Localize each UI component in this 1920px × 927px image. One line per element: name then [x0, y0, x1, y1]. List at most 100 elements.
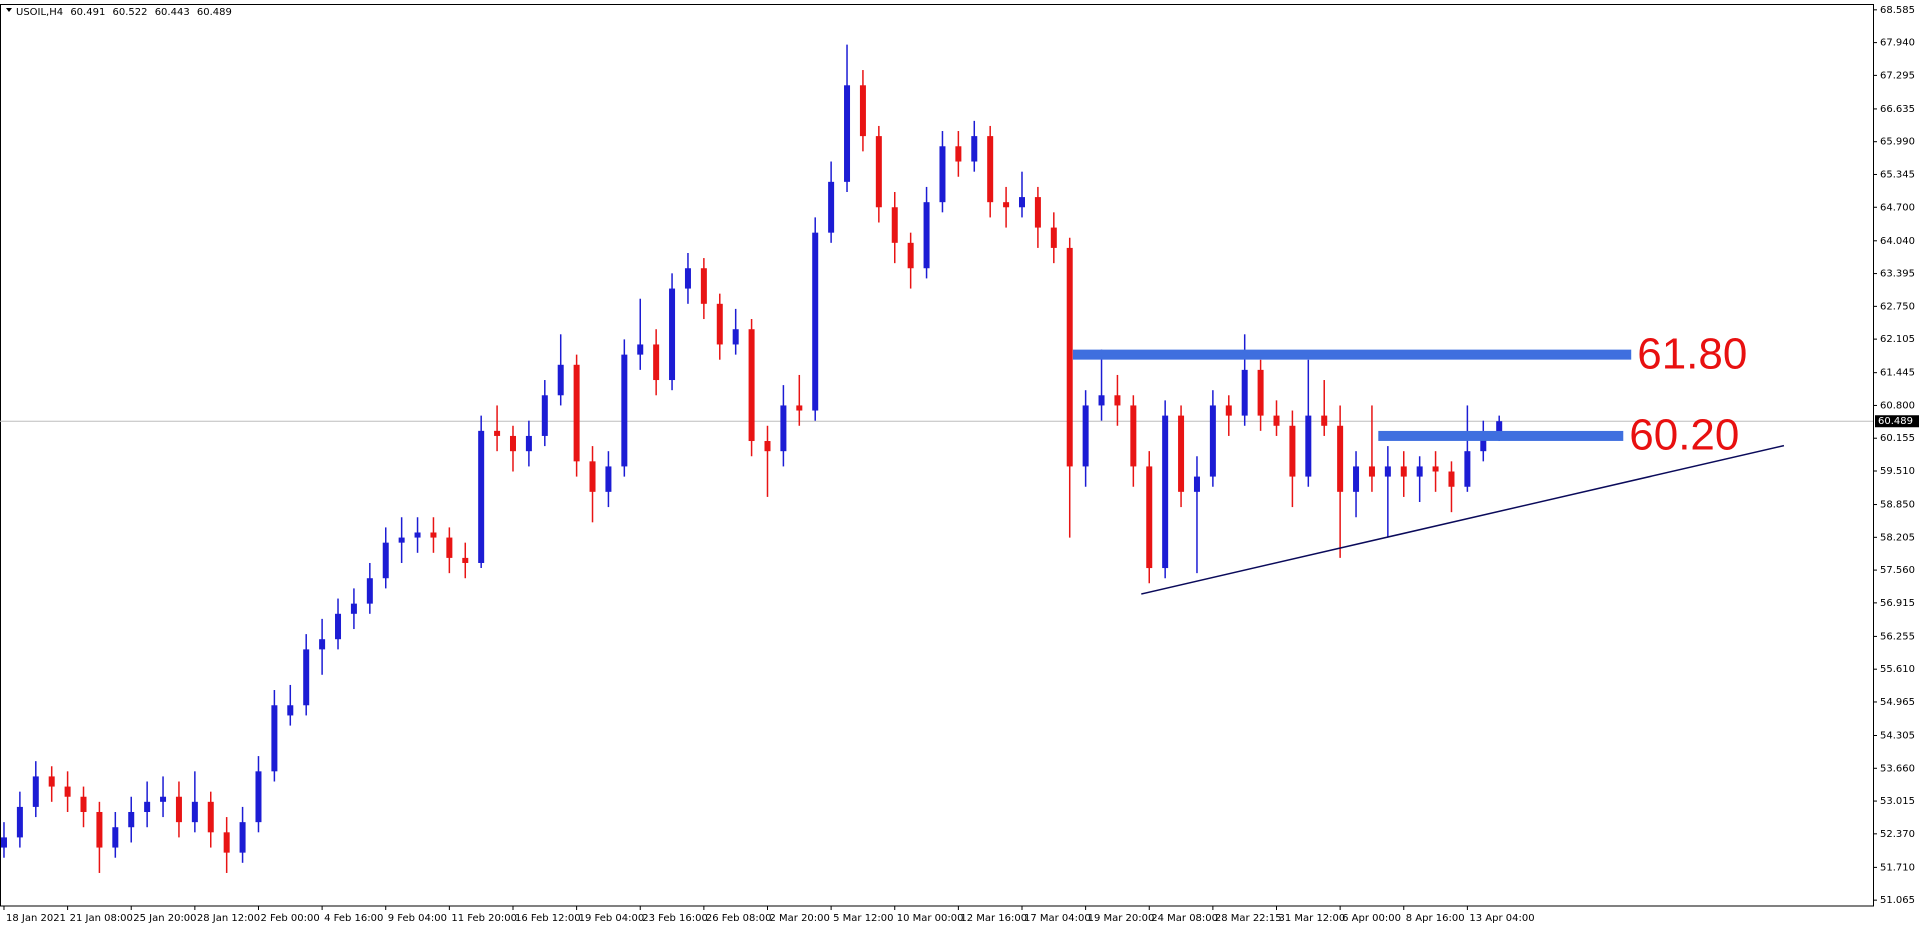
x-tick-label: 26 Feb 08:00	[706, 913, 772, 924]
candle-body	[96, 811, 103, 848]
candle-body	[780, 405, 787, 452]
candle-body	[541, 395, 548, 436]
candle-body	[1384, 466, 1391, 477]
y-tick-label: 67.940	[1880, 38, 1915, 49]
candle-body	[414, 532, 421, 538]
y-tick-label: 61.445	[1880, 368, 1915, 379]
x-tick-label: 28 Mar 22:15	[1215, 913, 1282, 924]
header-open: 60.491	[70, 7, 105, 18]
current-price-box	[1875, 415, 1919, 428]
x-tick-label: 10 Mar 00:00	[897, 913, 964, 924]
candle-body	[605, 466, 612, 492]
level-label: 61.80	[1637, 329, 1747, 378]
candle-body	[716, 303, 723, 345]
x-tick-label: 16 Feb 12:00	[515, 913, 581, 924]
x-tick-label: 18 Jan 2021	[6, 913, 66, 924]
header-low: 60.443	[155, 7, 190, 18]
candle-body	[1496, 421, 1503, 436]
y-tick-label: 60.155	[1880, 433, 1915, 444]
x-tick-label: 5 Mar 12:00	[833, 913, 893, 924]
current-price-label: 60.489	[1878, 416, 1913, 427]
candle-body	[1353, 466, 1360, 492]
y-tick-label: 56.255	[1880, 631, 1915, 642]
header: USOIL,H4 60.491 60.522 60.443 60.489	[16, 7, 232, 18]
y-tick-label: 51.065	[1880, 895, 1915, 906]
x-tick-label: 28 Jan 12:00	[197, 913, 260, 924]
x-tick-label: 9 Feb 04:00	[388, 913, 447, 924]
candle-body	[939, 146, 946, 203]
symbol: USOIL,H4	[16, 7, 63, 18]
y-tick-label: 67.295	[1880, 70, 1915, 81]
candle-body	[828, 181, 835, 233]
x-tick-label: 4 Feb 16:00	[324, 913, 383, 924]
x-tick-label: 12 Mar 16:00	[960, 913, 1027, 924]
y-tick-label: 68.585	[1880, 5, 1915, 16]
symbol-menu-icon	[6, 8, 12, 12]
candle-body	[1003, 202, 1010, 208]
y-tick-label: 64.700	[1880, 202, 1915, 213]
candle-body	[382, 542, 389, 579]
candle-body	[1066, 247, 1073, 467]
candle-body	[1289, 425, 1296, 477]
y-tick-label: 66.635	[1880, 104, 1915, 115]
candle-body	[1257, 369, 1264, 416]
candle-body	[1193, 476, 1200, 492]
candle-body	[239, 822, 246, 853]
candle-body	[0, 837, 7, 848]
candle-body	[1241, 369, 1248, 416]
candle-body	[1368, 466, 1375, 477]
candle-body	[1321, 415, 1328, 426]
header-high: 60.522	[113, 7, 148, 18]
candle-body	[875, 136, 882, 208]
candle-body	[48, 776, 55, 787]
candle-body	[255, 771, 262, 823]
candle-body	[891, 207, 898, 243]
candle-body	[971, 136, 978, 162]
x-tick-label: 25 Jan 20:00	[133, 913, 196, 924]
candle-body	[1273, 415, 1280, 426]
candle-body	[335, 613, 342, 640]
y-tick-label: 65.990	[1880, 137, 1915, 148]
candle-body	[1480, 435, 1487, 452]
candle-body	[462, 557, 469, 563]
x-tick-label: 17 Mar 04:00	[1024, 913, 1091, 924]
y-tick-label: 52.370	[1880, 829, 1915, 840]
y-tick-label: 59.510	[1880, 466, 1915, 477]
y-tick-label: 54.305	[1880, 731, 1915, 742]
x-tick-label: 24 Mar 08:00	[1151, 913, 1218, 924]
candle-body	[1114, 395, 1121, 406]
header-close: 60.489	[197, 7, 232, 18]
candle-body	[112, 827, 119, 848]
candle-body	[303, 649, 310, 706]
candle-body	[32, 776, 39, 807]
y-tick-label: 55.610	[1880, 664, 1915, 675]
candle-body	[144, 801, 151, 812]
candle-body	[494, 430, 501, 436]
x-tick-label: 19 Mar 20:00	[1088, 913, 1155, 924]
candle-body	[1146, 466, 1153, 569]
candle-body	[271, 705, 278, 772]
candle-body	[223, 832, 230, 853]
plot-frame	[0, 4, 1874, 907]
candle-body	[621, 354, 628, 467]
candle-body	[557, 364, 564, 396]
candle-body	[1337, 425, 1344, 492]
y-tick-label: 58.205	[1880, 532, 1915, 543]
candle-body	[907, 242, 914, 269]
candle-body	[987, 136, 994, 203]
x-tick-label: 31 Mar 12:00	[1279, 913, 1346, 924]
candle-body	[1050, 227, 1057, 248]
candle-body	[732, 329, 739, 345]
x-tick-label: 2 Mar 20:00	[769, 913, 829, 924]
candle-body	[700, 268, 707, 304]
x-tick-label: 23 Feb 16:00	[642, 913, 708, 924]
candle-body	[1162, 415, 1169, 569]
candle-body	[319, 639, 326, 650]
candle-body	[637, 344, 644, 355]
candle-body	[191, 801, 198, 823]
candle-body	[287, 705, 294, 716]
candle-body	[1225, 405, 1232, 416]
y-tick-label: 64.040	[1880, 236, 1915, 247]
